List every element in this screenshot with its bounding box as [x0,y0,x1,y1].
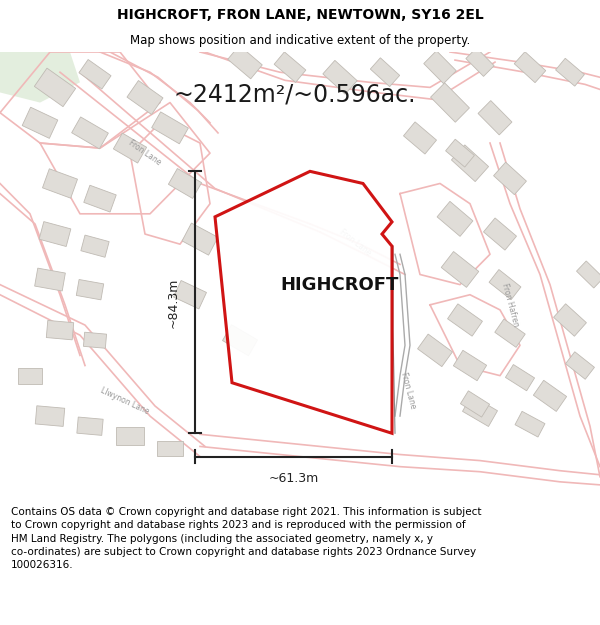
Polygon shape [370,58,400,87]
Polygon shape [0,52,80,102]
Polygon shape [466,48,494,76]
Polygon shape [34,68,76,107]
Polygon shape [152,112,188,144]
Polygon shape [228,46,262,79]
Polygon shape [460,391,490,417]
Polygon shape [463,396,497,426]
Polygon shape [514,52,546,82]
Polygon shape [556,58,584,86]
Polygon shape [169,169,202,199]
Polygon shape [116,428,144,446]
Polygon shape [127,81,163,114]
Polygon shape [403,122,437,154]
Polygon shape [418,334,452,367]
Polygon shape [35,268,65,291]
Text: Fron Lane: Fron Lane [399,372,417,410]
Polygon shape [451,145,488,182]
Polygon shape [79,59,111,89]
Polygon shape [84,185,116,212]
Polygon shape [431,83,469,122]
Polygon shape [83,332,107,348]
Polygon shape [157,441,183,456]
Polygon shape [478,101,512,135]
Text: Fron Lane: Fron Lane [338,227,373,258]
Polygon shape [76,279,104,300]
Polygon shape [566,352,595,379]
Polygon shape [533,380,566,411]
Polygon shape [274,52,306,82]
Polygon shape [515,411,545,437]
Polygon shape [77,417,103,436]
Polygon shape [577,261,600,288]
Polygon shape [71,117,109,149]
Polygon shape [43,169,77,198]
Polygon shape [454,350,487,381]
Text: ~61.3m: ~61.3m [268,472,319,485]
Polygon shape [46,321,74,340]
Text: Fron Lane: Fron Lane [127,139,163,168]
Text: Map shows position and indicative extent of the property.: Map shows position and indicative extent… [130,34,470,47]
Text: Fron Hafren: Fron Hafren [500,282,520,328]
Polygon shape [81,235,109,258]
Polygon shape [323,61,357,94]
Polygon shape [489,269,521,300]
Polygon shape [424,51,456,84]
Text: ~2412m²/~0.596ac.: ~2412m²/~0.596ac. [174,82,416,106]
Polygon shape [223,325,257,356]
Polygon shape [446,139,475,167]
Polygon shape [495,319,525,348]
Polygon shape [441,251,479,288]
Polygon shape [554,304,586,336]
Polygon shape [215,171,392,433]
Text: Contains OS data © Crown copyright and database right 2021. This information is : Contains OS data © Crown copyright and d… [11,508,481,570]
Text: ~84.3m: ~84.3m [167,277,179,328]
Polygon shape [448,304,482,336]
Text: HIGHCROFT, FRON LANE, NEWTOWN, SY16 2EL: HIGHCROFT, FRON LANE, NEWTOWN, SY16 2EL [116,8,484,21]
Polygon shape [484,218,517,250]
Polygon shape [18,368,42,384]
Polygon shape [494,162,526,194]
Polygon shape [22,107,58,138]
Text: Llwynon Lane: Llwynon Lane [100,386,151,416]
Polygon shape [173,281,206,309]
Polygon shape [113,133,146,163]
Polygon shape [437,201,473,236]
Polygon shape [35,406,65,426]
Polygon shape [182,223,218,255]
Polygon shape [39,222,71,246]
Polygon shape [505,364,535,391]
Text: HIGHCROFT: HIGHCROFT [281,276,399,294]
